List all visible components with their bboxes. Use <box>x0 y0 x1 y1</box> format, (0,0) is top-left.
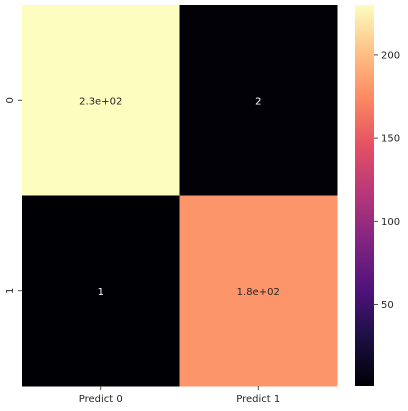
cell-annotation: 1.8e+02 <box>237 287 280 298</box>
colorbar-tick-label: 100 <box>381 217 400 228</box>
cell-annotation: 1 <box>98 287 104 298</box>
heatmap-cell-labels: 2.3e+02 2 1 1.8e+02 <box>79 96 280 298</box>
x-tick-label: Predict 0 <box>79 394 123 405</box>
colorbar-tick-label: 150 <box>381 134 400 145</box>
colorbar-tick-label: 50 <box>381 300 394 311</box>
cell-annotation: 2.3e+02 <box>79 96 122 107</box>
heatmap-cell <box>179 5 338 196</box>
cell-annotation: 2 <box>255 96 261 107</box>
heatmap-cell <box>22 195 180 387</box>
colorbar <box>355 5 374 386</box>
heatmap-cells <box>22 5 338 387</box>
y-tick-label: 0 <box>5 97 16 103</box>
heatmap-cell <box>179 195 338 387</box>
y-axis: 01 <box>5 97 22 294</box>
colorbar-tick-label: 200 <box>381 50 400 61</box>
x-tick-label: Predict 1 <box>236 394 280 405</box>
y-tick-label: 1 <box>5 288 16 294</box>
x-axis: Predict 0 Predict 1 <box>79 386 280 405</box>
colorbar-axis: 50 100 150 200 <box>374 50 400 311</box>
heatmap-cell <box>22 5 180 196</box>
